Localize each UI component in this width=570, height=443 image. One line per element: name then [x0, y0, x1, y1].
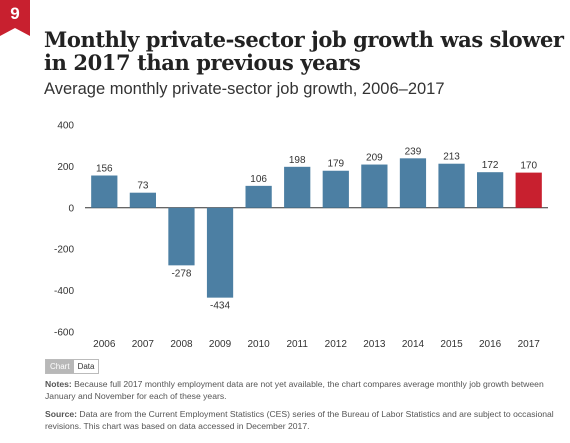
y-tick-label: 200	[57, 162, 74, 173]
bar-2006[interactable]	[91, 175, 118, 208]
y-tick-label: 400	[57, 121, 74, 132]
bar-2013[interactable]	[361, 164, 388, 208]
data-label-2007: 73	[137, 181, 149, 192]
data-label-2015: 213	[443, 152, 460, 163]
bars-group	[91, 158, 542, 298]
bar-2007[interactable]	[129, 192, 156, 208]
data-toggle-button[interactable]: Data	[73, 360, 99, 373]
chart-title: Monthly private-sector job growth was sl…	[44, 27, 564, 75]
data-labels-group: 156 73 -278 -434 106 198 179 209 239 213 172 170	[96, 146, 538, 311]
x-axis: 2006 2007 2008 2009 2010 2011 2012 2013 2014 2015…	[93, 339, 540, 350]
notes-label: Notes:	[45, 379, 72, 389]
source-label: Source:	[45, 409, 77, 419]
y-tick-label: 0	[68, 203, 74, 214]
notes-body: Because full 2017 monthly employment dat…	[45, 379, 544, 401]
data-label-2013: 209	[366, 153, 383, 164]
x-tick-label-2011: 2011	[286, 339, 308, 350]
bar-2012[interactable]	[322, 170, 349, 208]
figure-number-badge: 9	[0, 0, 30, 36]
x-tick-label-2010: 2010	[248, 339, 271, 350]
data-label-2008: -278	[171, 268, 191, 279]
data-label-2010: 106	[250, 174, 267, 185]
x-tick-label-2008: 2008	[170, 339, 193, 350]
data-label-2011: 198	[289, 155, 306, 166]
x-tick-label-2006: 2006	[93, 339, 116, 350]
x-tick-label-2014: 2014	[402, 339, 425, 350]
x-tick-label-2009: 2009	[209, 339, 232, 350]
bar-2017[interactable]	[515, 172, 542, 208]
bar-2011[interactable]	[284, 166, 311, 208]
y-tick-label: -400	[54, 286, 74, 297]
y-axis: 400 200 0 -200 -400 -600	[54, 121, 74, 339]
data-label-2017: 170	[520, 161, 537, 172]
bar-2008[interactable]	[168, 207, 195, 266]
source-body: Data are from the Current Employment Sta…	[45, 409, 554, 431]
chart-data-toggle[interactable]: Chart Data	[45, 359, 100, 374]
chart-subtitle: Average monthly private-sector job growt…	[44, 80, 445, 98]
data-label-2014: 239	[405, 146, 422, 157]
x-tick-label-2015: 2015	[440, 339, 463, 350]
bar-2010[interactable]	[245, 185, 272, 208]
data-label-2016: 172	[482, 160, 499, 171]
bar-2015[interactable]	[438, 163, 465, 208]
x-tick-label-2007: 2007	[132, 339, 155, 350]
y-tick-label: -600	[54, 328, 74, 339]
notes-text: Notes: Because full 2017 monthly employm…	[45, 378, 555, 402]
bar-2009[interactable]	[206, 207, 234, 298]
x-tick-label-2012: 2012	[325, 339, 348, 350]
data-label-2012: 179	[327, 159, 344, 170]
x-tick-label-2016: 2016	[479, 339, 502, 350]
data-label-2006: 156	[96, 164, 113, 175]
bar-2014[interactable]	[399, 158, 427, 208]
y-tick-label: -200	[54, 245, 74, 256]
x-tick-label-2017: 2017	[518, 339, 541, 350]
data-label-2009: -434	[210, 301, 230, 312]
bar-2016[interactable]	[477, 172, 504, 208]
source-text: Source: Data are from the Current Employ…	[45, 408, 555, 432]
x-tick-label-2013: 2013	[363, 339, 386, 350]
chart-toggle-button[interactable]: Chart	[46, 360, 74, 373]
